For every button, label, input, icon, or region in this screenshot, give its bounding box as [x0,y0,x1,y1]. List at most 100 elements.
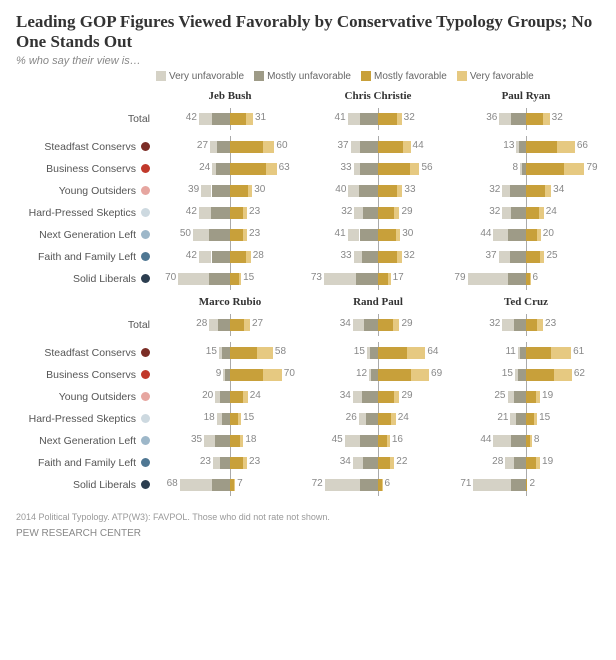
seg-very-fav [411,369,430,381]
value-right: 31 [255,112,266,123]
seg-very-fav [394,391,400,403]
seg-mostly-unfav [508,229,526,241]
source-note: 2014 Political Typology. ATP(W3): FAVPOL… [16,512,600,522]
seg-mostly-fav [526,457,536,469]
bar-row: 2624 [304,408,452,430]
value-right: 19 [542,390,553,401]
seg-mostly-unfav [212,479,230,491]
bar-row: 4223 [156,202,304,224]
legend-item: Very unfavorable [156,71,244,82]
value-left: 44 [480,434,491,445]
seg-very-fav [387,435,390,447]
bar-row: 3632 [452,108,600,130]
value-right: 34 [553,184,564,195]
value-left: 42 [186,250,197,261]
seg-mostly-fav [378,413,391,425]
seg-mostly-fav [378,319,393,331]
group-label-text: Hard-Pressed Skeptics [29,413,136,425]
panel-title: Chris Christie [304,90,452,108]
seg-very-unfav [180,479,213,491]
value-right: 15 [539,412,550,423]
seg-very-unfav [493,229,508,241]
bar-row: 2519 [452,386,600,408]
value-right: 25 [547,250,558,261]
value-left: 37 [486,250,497,261]
seg-mostly-fav [378,391,394,403]
seg-mostly-unfav [519,141,526,153]
value-right: 19 [542,456,553,467]
group-label-row: Steadfast Conservs [16,136,156,158]
group-label-text: Steadfast Conservs [44,141,136,153]
seg-very-fav [410,163,420,175]
value-left: 13 [503,140,514,151]
value-right: 56 [421,162,432,173]
value-right: 23 [249,228,260,239]
value-left: 71 [460,478,471,489]
seg-very-unfav [219,347,222,359]
group-label-row: Faith and Family Left [16,452,156,474]
seg-mostly-fav [378,207,394,219]
legend-swatch [156,71,166,81]
value-left: 24 [199,162,210,173]
value-right: 61 [573,346,584,357]
seg-very-unfav [367,347,370,359]
value-left: 28 [492,456,503,467]
bar-row: 2463 [156,158,304,180]
bar-row: 687 [156,474,304,496]
seg-very-fav [263,369,282,381]
bar-row: 2024 [156,386,304,408]
value-left: 28 [196,318,207,329]
seg-mostly-fav [378,229,396,241]
bar-row: 4033 [304,180,452,202]
group-label-row: Total [16,108,156,130]
seg-mostly-unfav [514,319,526,331]
value-right: 60 [276,140,287,151]
value-right: 30 [402,228,413,239]
group-label-row: Solid Liberals [16,474,156,496]
bar-row: 448 [452,430,600,452]
group-labels-column: TotalSteadfast ConservsBusiness Conservs… [16,296,156,496]
value-left: 32 [489,184,500,195]
group-label-text: Faith and Family Left [38,251,136,263]
group-labels-column: TotalSteadfast ConservsBusiness Conservs… [16,90,156,290]
value-right: 32 [404,250,415,261]
seg-mostly-unfav [360,479,378,491]
seg-mostly-fav [526,347,551,359]
seg-mostly-fav [378,347,407,359]
group-dot-icon [141,458,150,467]
bar-row: 2827 [156,314,304,336]
value-right: 32 [552,112,563,123]
value-left: 21 [497,412,508,423]
value-left: 27 [197,140,208,151]
value-left: 32 [489,318,500,329]
group-dot-icon [141,208,150,217]
bar-row: 1564 [304,342,452,364]
group-dot-icon [141,414,150,423]
seg-very-unfav [351,141,361,153]
legend-swatch [361,71,371,81]
seg-mostly-fav [230,113,246,125]
value-right: 23 [249,206,260,217]
seg-mostly-unfav [511,435,526,447]
seg-very-fav [536,457,540,469]
value-left: 15 [502,368,513,379]
value-right: 64 [427,346,438,357]
bar-row: 21 15 [452,408,600,430]
value-left: 12 [356,368,367,379]
value-right: 32 [404,112,415,123]
value-right: 15 [243,412,254,423]
seg-very-unfav [359,413,366,425]
seg-mostly-unfav [212,251,231,263]
value-left: 73 [311,272,322,283]
seg-very-unfav [324,273,356,285]
seg-mostly-fav [378,369,411,381]
seg-very-fav [239,273,241,285]
seg-very-unfav [354,207,363,219]
value-right: 6 [532,272,538,283]
seg-mostly-unfav [516,413,526,425]
group-dot-icon [141,164,150,173]
seg-very-unfav [345,435,361,447]
seg-mostly-fav [526,141,557,153]
legend-item: Mostly favorable [361,71,447,82]
seg-mostly-fav [378,185,397,197]
